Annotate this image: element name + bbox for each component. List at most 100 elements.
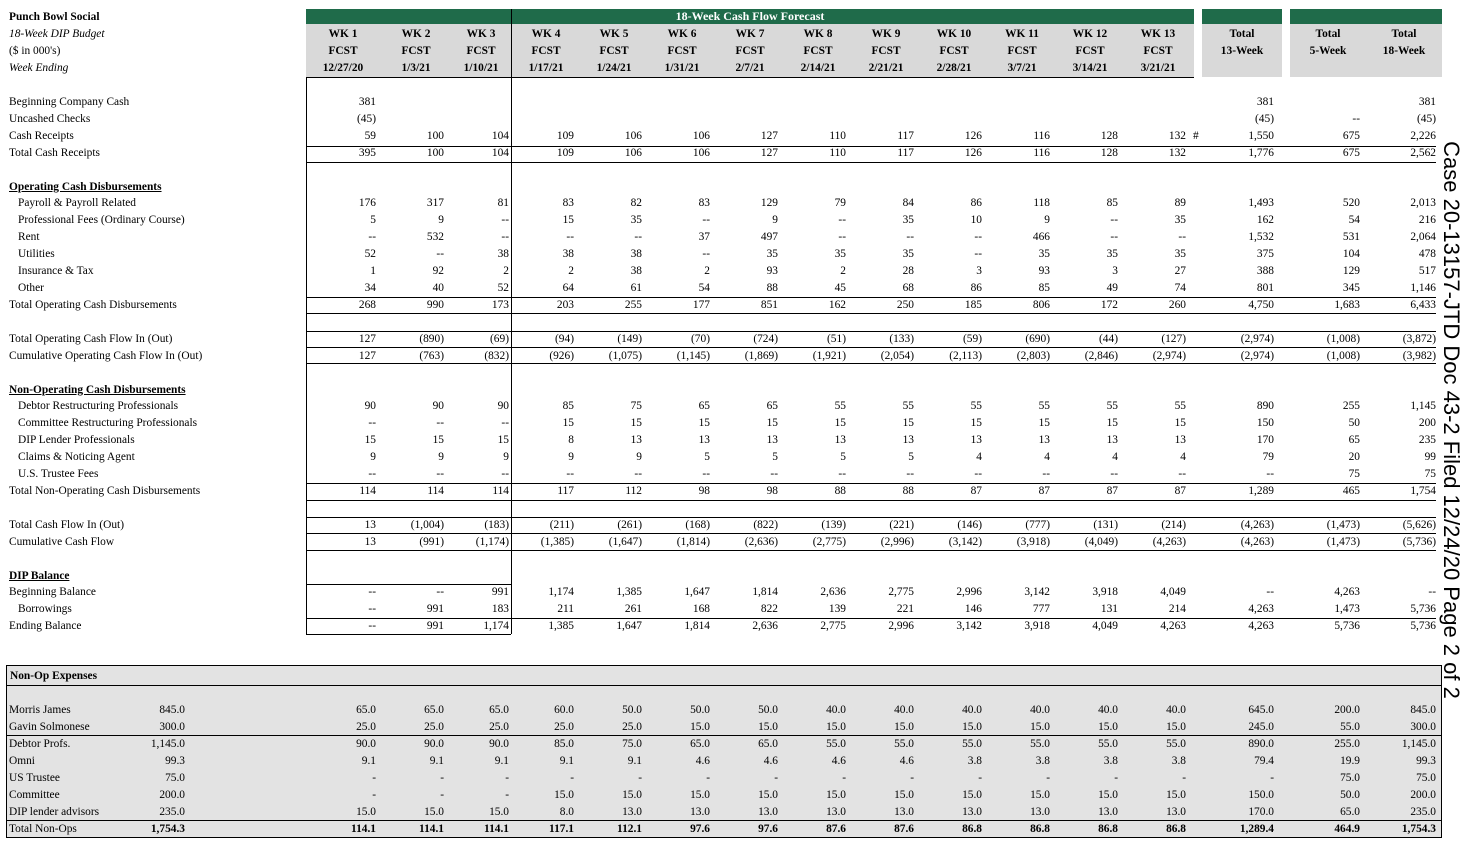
nonop-cell: 15.0 — [758, 789, 778, 801]
week-date-10: 2/28/21 — [936, 62, 972, 74]
row-cell: 112 — [625, 485, 642, 497]
row-total-5wk: 1,473 — [1334, 603, 1360, 615]
nonop-cell: 55.0 — [1030, 738, 1050, 750]
nonop-total-5wk: 50.0 — [1340, 789, 1360, 801]
row-cell: (822) — [753, 519, 778, 531]
nonop-cell: 3.8 — [1035, 755, 1050, 767]
row-cell: 106 — [692, 147, 710, 159]
row-label: Other — [18, 282, 44, 294]
row-total-13wk: (2,974) — [1240, 350, 1274, 362]
nonop-amount: 300.0 — [159, 721, 185, 733]
nonop-label: Omni — [9, 755, 35, 767]
nonop-cell: - — [372, 772, 376, 784]
row-cell: 15 — [1174, 417, 1186, 429]
row-cell: 9 — [772, 214, 778, 226]
row-cell: 90 — [432, 400, 444, 412]
row-cell: 118 — [1033, 197, 1050, 209]
row-cell: -- — [368, 417, 376, 429]
row-cell: 2 — [704, 265, 710, 277]
row-cell: 13 — [766, 434, 778, 446]
row-total-5wk: 345 — [1342, 282, 1360, 294]
row-cell: 35 — [1038, 248, 1050, 260]
row-cell: (127) — [1161, 333, 1186, 345]
nonop-cell: 90.0 — [424, 738, 444, 750]
row-label: Non-Operating Cash Disbursements — [9, 384, 186, 396]
row-total-18wk: 2,226 — [1410, 130, 1436, 142]
row-cell: -- — [501, 468, 509, 480]
row-cell: 127 — [358, 333, 376, 345]
row-total-5wk: 104 — [1342, 248, 1360, 260]
week-number-3: WK 3 — [466, 28, 496, 40]
row-total-5wk: (1,008) — [1326, 350, 1360, 362]
row-cell: 55 — [1174, 400, 1186, 412]
row-cell: 85 — [1038, 282, 1050, 294]
row-cell: 35 — [1106, 248, 1118, 260]
row-cell: (133) — [889, 333, 914, 345]
row-cell: 3 — [1112, 265, 1118, 277]
rule-line — [306, 584, 511, 585]
row-total-13wk: 170 — [1256, 434, 1274, 446]
row-total-13wk: (4,263) — [1240, 536, 1274, 548]
row-cell: 13 — [1174, 434, 1186, 446]
row-cell: (1,814) — [676, 536, 710, 548]
row-cell: 35 — [1174, 214, 1186, 226]
row-cell: -- — [368, 468, 376, 480]
row-label: Total Cash Receipts — [9, 147, 100, 159]
forecast-banner: 18-Week Cash Flow Forecast — [306, 9, 1194, 24]
row-mark: # — [1193, 130, 1199, 142]
row-cell: 104 — [491, 147, 509, 159]
row-cell: 4 — [976, 451, 982, 463]
nonop-cell: 15.0 — [690, 721, 710, 733]
row-cell: (146) — [957, 519, 982, 531]
row-cell: 185 — [964, 299, 982, 311]
row-cell: 34 — [364, 282, 376, 294]
row-cell: 13 — [630, 434, 642, 446]
row-cell: 15 — [766, 417, 778, 429]
nonop-cell: 15.0 — [894, 721, 914, 733]
week-date-6: 1/31/21 — [664, 62, 700, 74]
row-cell: 68 — [902, 282, 914, 294]
row-cell: 88 — [766, 282, 778, 294]
week-date-3: 1/10/21 — [463, 62, 499, 74]
nonop-label: Total Non-Ops — [9, 823, 77, 835]
row-label: Borrowings — [18, 603, 72, 615]
row-total-5wk: 20 — [1348, 451, 1360, 463]
row-cell: 13 — [902, 434, 914, 446]
row-cell: -- — [974, 231, 982, 243]
row-total-18wk: (45) — [1417, 113, 1436, 125]
week-number-9: WK 9 — [871, 28, 901, 40]
row-total-13wk: 162 — [1256, 214, 1274, 226]
nonop-total-18wk: 200.0 — [1410, 789, 1436, 801]
nonop-total-13wk: 245.0 — [1248, 721, 1274, 733]
row-cell: 10 — [970, 214, 982, 226]
row-total-18wk: 381 — [1418, 96, 1436, 108]
week-fcst-8: FCST — [803, 45, 833, 57]
nonop-cell: - — [706, 772, 710, 784]
nonop-cell: - — [440, 772, 444, 784]
week-number-4: WK 4 — [531, 28, 561, 40]
budget-subtitle: 18-Week DIP Budget — [9, 28, 105, 40]
row-cell: (3,918) — [1016, 536, 1050, 548]
row-total-13wk: 890 — [1256, 400, 1274, 412]
row-cell: 87 — [970, 485, 982, 497]
row-cell: 5 — [908, 451, 914, 463]
nonop-cell: 15.0 — [894, 789, 914, 801]
row-total-13wk: 1,550 — [1248, 130, 1274, 142]
rule-line — [306, 533, 1436, 534]
row-cell: 93 — [1038, 265, 1050, 277]
row-total-13wk: 150 — [1256, 417, 1274, 429]
row-total-18wk: (3,872) — [1402, 333, 1436, 345]
row-cell: 2,996 — [956, 586, 982, 598]
nonop-cell: 87.6 — [826, 823, 846, 835]
nonop-cell: 13.0 — [622, 806, 642, 818]
row-cell: 2 — [503, 265, 509, 277]
nonop-total-5wk: 464.9 — [1334, 823, 1360, 835]
row-cell: 214 — [1168, 603, 1186, 615]
week-ending-label: Week Ending — [9, 62, 69, 74]
nonop-cell: 65.0 — [356, 704, 376, 716]
nonop-cell: 87.6 — [894, 823, 914, 835]
row-cell: -- — [368, 620, 376, 632]
nonop-cell: - — [978, 772, 982, 784]
row-total-5wk: 1,683 — [1334, 299, 1360, 311]
week-number-8: WK 8 — [803, 28, 833, 40]
